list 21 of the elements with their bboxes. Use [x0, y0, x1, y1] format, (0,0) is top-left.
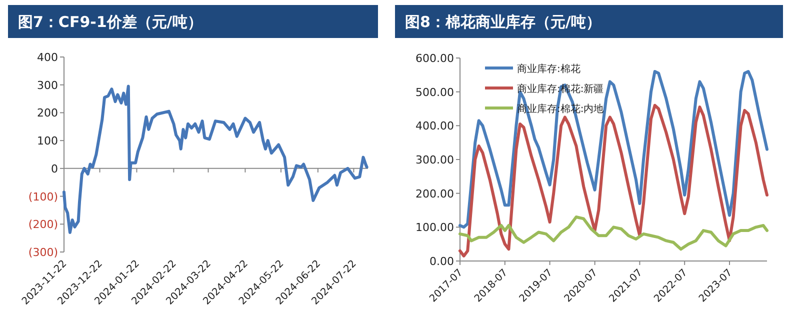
chart-title: 图8：棉花商业库存（元/吨）	[405, 13, 601, 31]
y-tick-label: 100.00	[416, 221, 454, 234]
y-tick-label: 400.00	[416, 120, 454, 133]
y-tick-label: 300	[37, 78, 58, 92]
y-tick-label: (100)	[28, 190, 58, 204]
line-series	[458, 216, 768, 251]
y-tick-label: 100	[37, 134, 58, 148]
y-tick-label: 300.00	[416, 154, 454, 166]
legend-label: 商业库存:棉花	[517, 63, 580, 75]
y-tick-label: 200.00	[416, 187, 454, 200]
y-tick-label: 0.00	[430, 255, 454, 268]
chart-title: 图7：CF9-1价差（元/吨）	[18, 13, 202, 31]
line-series	[458, 104, 768, 258]
y-tick-label: 200	[37, 106, 58, 120]
y-tick-label: 500.00	[416, 86, 454, 99]
y-tick-label: 400	[37, 51, 58, 64]
y-tick-label: 600.00	[416, 52, 454, 65]
line-series	[62, 84, 368, 234]
y-tick-label: (300)	[28, 246, 58, 259]
y-tick-label: 0	[51, 162, 58, 176]
y-tick-label: (200)	[28, 218, 58, 232]
